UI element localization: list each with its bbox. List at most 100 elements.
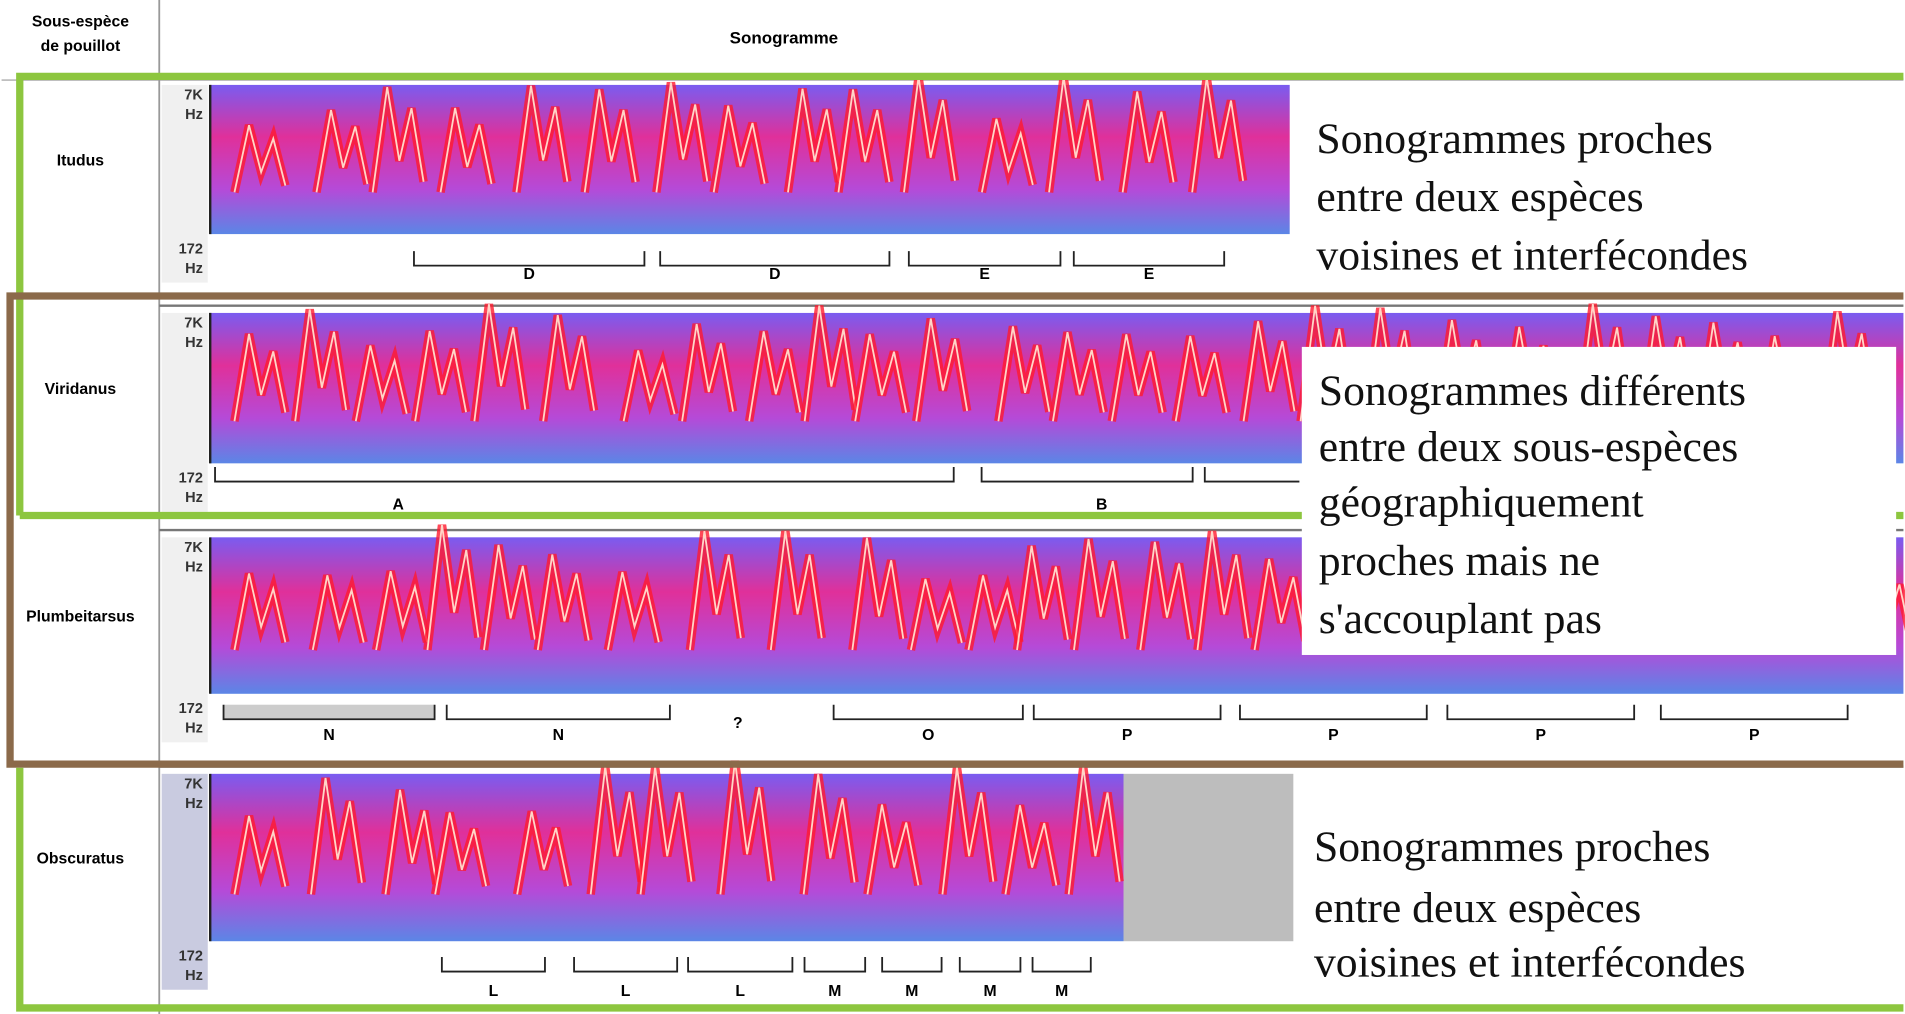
segment-label: E — [979, 266, 990, 283]
freq-label: Hz — [185, 107, 203, 123]
call-trace — [371, 86, 425, 193]
call-trace — [1253, 558, 1307, 651]
freq-label: Hz — [185, 335, 203, 351]
freq-label: 172 — [179, 242, 203, 258]
call-trace — [384, 789, 438, 895]
segment-label: ? — [733, 715, 743, 732]
call-trace — [1048, 76, 1101, 193]
segment-bracket — [214, 466, 955, 483]
call-trace — [622, 350, 676, 422]
call-trace — [439, 107, 493, 193]
segment-bracket — [445, 704, 671, 721]
segment-label: O — [922, 727, 934, 744]
segment-label: A — [393, 496, 404, 513]
freq-label: 7K — [184, 87, 203, 103]
call-trace — [941, 767, 995, 895]
call-trace — [1242, 321, 1296, 422]
header-subspecies: Sous-espèce — [32, 14, 129, 31]
call-trace — [310, 777, 363, 895]
freq-label: 7K — [184, 776, 203, 792]
call-trace — [910, 578, 963, 651]
segment-label: D — [769, 266, 780, 283]
segment-label: M — [828, 983, 841, 1000]
call-trace — [1174, 335, 1228, 422]
call-trace — [712, 105, 766, 193]
call-trace — [639, 767, 693, 895]
call-trace — [997, 326, 1051, 422]
call-trace — [1110, 334, 1164, 422]
annotation-box — [1301, 346, 1897, 655]
call-trace — [802, 774, 856, 895]
call-trace — [1016, 545, 1069, 651]
call-trace — [854, 334, 908, 422]
call-trace — [769, 530, 823, 651]
row-label: Viridanus — [45, 381, 117, 398]
annotation: Sonogrammes différents entre deux sous-es… — [1301, 346, 1897, 655]
call-trace — [414, 330, 467, 422]
call-trace — [655, 82, 709, 193]
call-trace — [1067, 766, 1121, 895]
segment-bracket — [1446, 704, 1636, 721]
annotation-box — [1296, 802, 1897, 1002]
call-trace — [294, 309, 348, 422]
call-trace — [903, 76, 956, 193]
call-trace — [915, 318, 969, 422]
freq-label: Hz — [185, 261, 203, 277]
annotation-line: s'accouplant pas — [1319, 595, 1602, 643]
call-trace — [473, 304, 527, 422]
call-trace — [516, 811, 569, 895]
segment-label: L — [489, 983, 499, 1000]
call-trace — [1139, 541, 1193, 651]
segment-bracket — [222, 704, 436, 721]
row-label: Itudus — [57, 153, 104, 170]
call-trace — [980, 118, 1034, 193]
green-frame — [16, 767, 1904, 1012]
segment-bracket — [907, 251, 1062, 267]
call-trace — [837, 89, 891, 193]
segment-shade — [223, 704, 435, 720]
segment-bracket — [659, 251, 891, 267]
annotation-line: voisines et interfécondes — [1314, 938, 1746, 986]
header-sonogram: Sonogramme — [730, 29, 838, 48]
segment-bracket — [803, 956, 867, 973]
call-trace — [1191, 77, 1245, 193]
freq-label: 7K — [184, 315, 203, 331]
call-trace — [688, 530, 742, 651]
call-trace — [315, 109, 369, 193]
empty-area — [1123, 773, 1294, 942]
call-trace — [748, 331, 801, 422]
freq-column — [161, 537, 208, 743]
annotation-box — [1299, 90, 1897, 288]
call-trace — [583, 89, 637, 193]
call-trace — [1121, 91, 1175, 193]
segment-label: M — [984, 983, 997, 1000]
call-trace — [375, 570, 428, 651]
freq-label: Hz — [185, 968, 203, 984]
segment-bracket — [573, 956, 679, 973]
annotation: Sonogrammes proches entre deux espèces voi… — [1299, 90, 1897, 288]
annotation-line: géographiquement — [1319, 479, 1644, 527]
call-trace — [681, 323, 734, 422]
call-trace — [515, 85, 569, 193]
segment-bracket — [687, 956, 794, 973]
segment-bracket — [958, 956, 1022, 973]
segment-bracket — [980, 466, 1194, 483]
call-trace — [483, 544, 536, 651]
segment-label: P — [1536, 727, 1547, 744]
call-trace — [1196, 531, 1250, 651]
subspecies-row: Obscuratus 7K Hz 172 Hz L L L M M M M — [37, 760, 1904, 1000]
freq-label: 172 — [179, 471, 203, 487]
call-trace — [1004, 805, 1058, 895]
annotation-line: voisines et interfécondes — [1316, 231, 1748, 279]
segment-label: N — [553, 727, 564, 744]
call-trace — [866, 804, 920, 895]
segment-label: B — [1096, 496, 1107, 513]
freq-column — [161, 312, 208, 512]
segment-label: P — [1749, 727, 1760, 744]
segment-label: P — [1328, 727, 1339, 744]
annotation: Sonogrammes proches entre deux espèces voi… — [1296, 802, 1897, 1002]
segment-bracket — [1659, 704, 1849, 721]
segment-bracket — [1072, 251, 1226, 267]
call-trace — [1052, 332, 1105, 422]
freq-column — [161, 773, 208, 990]
